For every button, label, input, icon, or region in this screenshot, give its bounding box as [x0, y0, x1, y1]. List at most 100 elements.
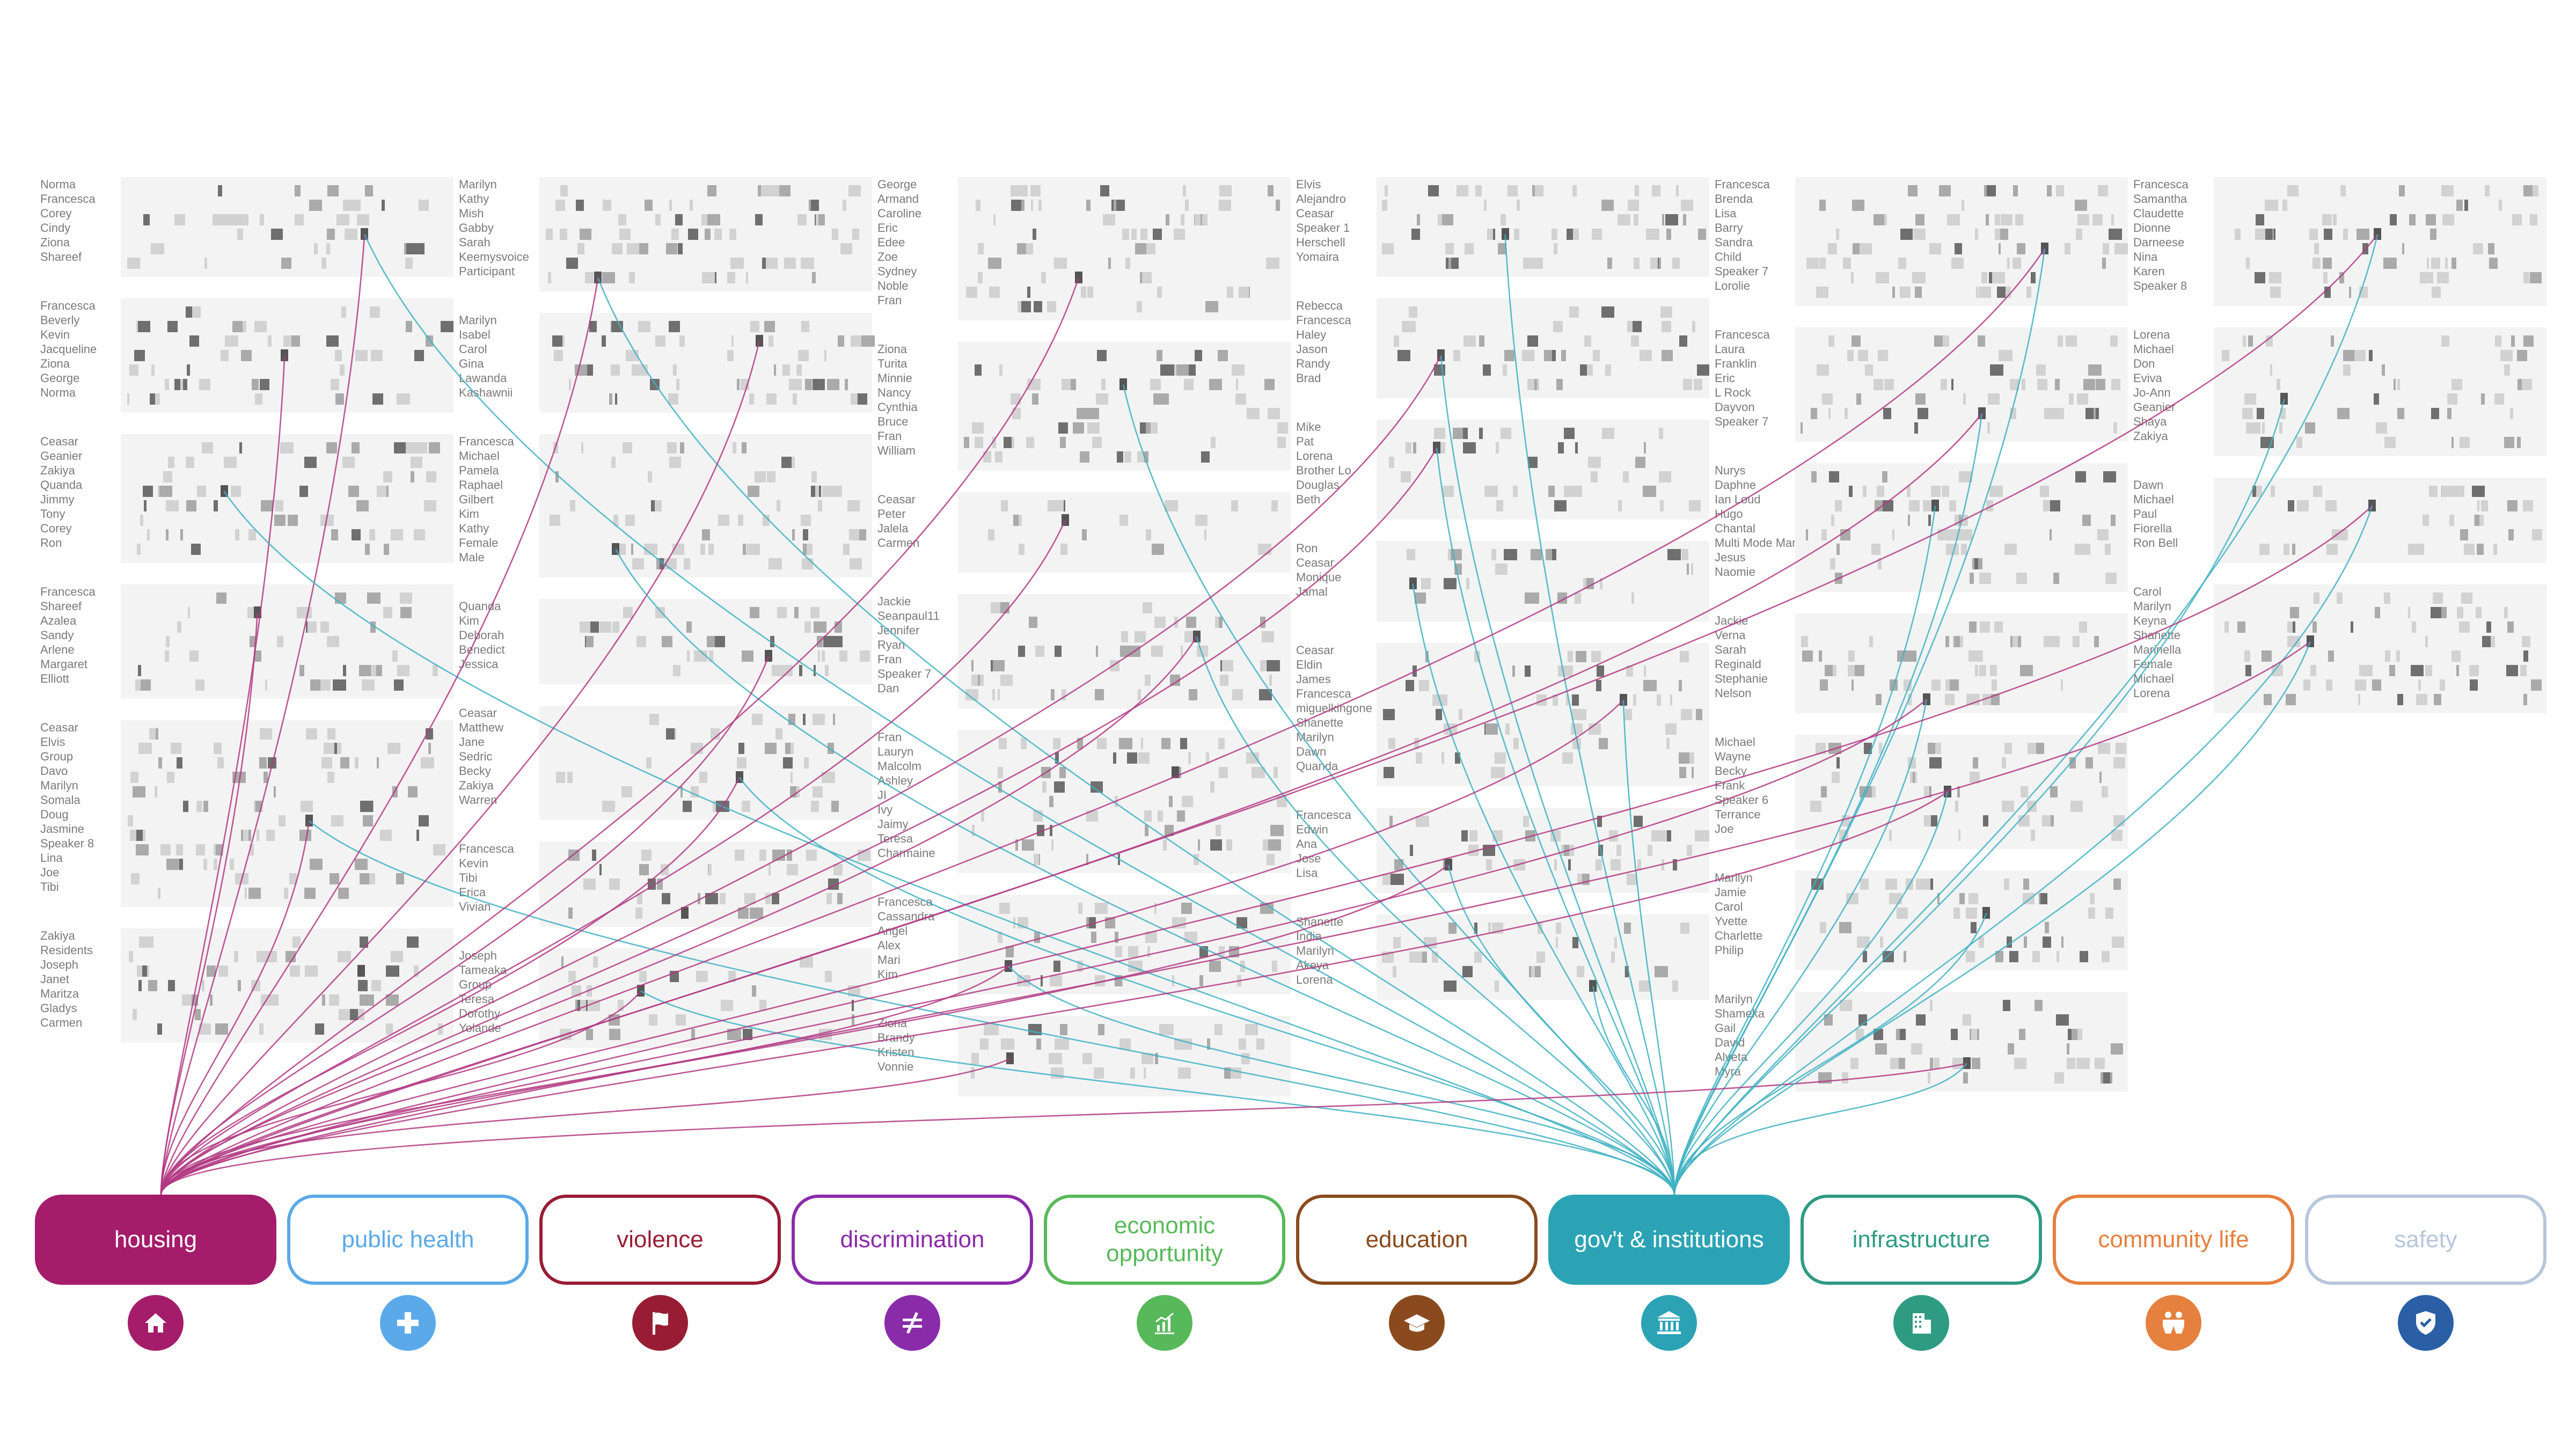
home-icon[interactable]: [128, 1295, 184, 1351]
highlighted-snippet[interactable]: [1409, 577, 1417, 589]
speaker-timeline[interactable]: [539, 313, 875, 413]
conversation-card[interactable]: Francesca Beverly Kevin Jacqueline Ziona Geor…: [40, 298, 459, 413]
highlighted-snippet[interactable]: [1501, 228, 1509, 240]
highlighted-snippet[interactable]: [220, 485, 228, 497]
conversation-card[interactable]: Ceasar Geanier Zakiya Quanda Jimmy Tony Corey R…: [40, 434, 459, 563]
conversation-card[interactable]: Nurys Daphne Ian Loud Hugo Chantal Multi Mode…: [1715, 463, 2133, 592]
speaker-timeline[interactable]: [958, 895, 1291, 994]
highlighted-snippet[interactable]: [681, 907, 689, 919]
speaker-timeline[interactable]: [958, 594, 1291, 708]
topic-button-safety[interactable]: safety: [2305, 1195, 2546, 1285]
speaker-timeline[interactable]: [1795, 613, 2128, 713]
conversation-card[interactable]: Francesca Kevin Tibi Erica Vivian: [459, 841, 877, 927]
speaker-timeline[interactable]: [121, 928, 453, 1043]
speaker-timeline[interactable]: [2214, 584, 2546, 713]
conversation-card[interactable]: Ziona Turita Minnie Nancy Cynthia Bruce Fran Wi…: [877, 342, 1296, 471]
speaker-timeline[interactable]: [1377, 541, 1709, 621]
speaker-timeline[interactable]: [121, 298, 453, 413]
conversation-card[interactable]: Lorena Michael Don Eviva Jo-Ann Geanier Shaya Z…: [2133, 327, 2552, 456]
conversation-card[interactable]: Fran Lauryn Malcolm Ashley JI Ivy Jaimy Teresa C…: [877, 730, 1296, 873]
highlighted-snippet[interactable]: [1172, 766, 1180, 778]
highlighted-snippet[interactable]: [1433, 442, 1441, 453]
speaker-timeline[interactable]: [1377, 177, 1709, 277]
highlighted-snippet[interactable]: [1119, 378, 1127, 390]
highlighted-snippet[interactable]: [1061, 514, 1069, 526]
speaker-timeline[interactable]: [539, 434, 872, 577]
conversation-card[interactable]: Jackie Seanpaul11 Jennifer Ryan Fran Speaker …: [877, 594, 1296, 708]
highlighted-snippet[interactable]: [1437, 349, 1445, 361]
highlighted-snippet[interactable]: [2040, 243, 2048, 254]
topic-button-education[interactable]: education: [1296, 1195, 1538, 1285]
conversation-card[interactable]: Francesca Michael Pamela Raphael Gilbert Kim K…: [459, 434, 877, 577]
people-icon[interactable]: [2146, 1295, 2201, 1351]
highlighted-snippet[interactable]: [1978, 407, 1986, 419]
topic-button-public-health[interactable]: public health: [287, 1195, 529, 1285]
conversation-card[interactable]: Elvis Alejandro Ceasar Speaker 1 Herschell Yo…: [1296, 177, 1715, 277]
highlighted-snippet[interactable]: [765, 650, 773, 662]
speaker-timeline[interactable]: [2214, 177, 2546, 306]
speaker-timeline[interactable]: [121, 434, 453, 563]
topic-button-violence[interactable]: violence: [539, 1195, 781, 1285]
highlighted-snippet[interactable]: [1619, 694, 1627, 706]
highlighted-snippet[interactable]: [1943, 786, 1951, 797]
conversation-card[interactable]: Ceasar Peter Jalela Carmen: [877, 492, 1296, 573]
conversation-card[interactable]: Jackie Verna Sarah Reginald Stephanie Nelson: [1715, 613, 2133, 713]
topic-button-economic-opportunity[interactable]: economic opportunity: [1044, 1195, 1285, 1285]
speaker-timeline[interactable]: [958, 177, 1291, 320]
conversation-card[interactable]: Marilyn Jamie Carol Yvette Charlette Philip: [1715, 870, 2133, 970]
speaker-timeline[interactable]: [121, 584, 453, 699]
speaker-timeline[interactable]: [958, 342, 1291, 471]
highlighted-snippet[interactable]: [281, 349, 289, 361]
building-icon[interactable]: [1893, 1295, 1949, 1351]
speaker-timeline[interactable]: [1795, 463, 2128, 592]
topic-button-infrastructure[interactable]: infrastructure: [1801, 1195, 2042, 1285]
highlighted-snippet[interactable]: [1963, 1057, 1971, 1069]
highlighted-snippet[interactable]: [1074, 272, 1082, 283]
speaker-timeline[interactable]: [539, 599, 872, 684]
speaker-timeline[interactable]: [539, 948, 872, 1048]
highlighted-snippet[interactable]: [2368, 500, 2376, 511]
speaker-timeline[interactable]: [1795, 870, 2128, 970]
conversation-card[interactable]: Carol Marilyn Keyna Shanette Marinella Female…: [2133, 584, 2552, 713]
conversation-card[interactable]: Shanette India Marilyn Akeya Lorena: [1296, 914, 1715, 1000]
highlighted-snippet[interactable]: [594, 272, 602, 283]
not-equal-icon[interactable]: [884, 1295, 940, 1351]
flag-icon[interactable]: [632, 1295, 688, 1351]
speaker-timeline[interactable]: [121, 720, 453, 907]
institution-icon[interactable]: [1641, 1295, 1697, 1351]
conversation-card[interactable]: Francesca Cassandra Angel Alex Mari Kim: [877, 895, 1296, 994]
conversation-card[interactable]: Rebecca Francesca Haley Jason Randy Brad: [1296, 298, 1715, 398]
speaker-timeline[interactable]: [1377, 643, 1709, 786]
conversation-card[interactable]: Ceasar Eldin James Francesca miguelkingone Sh…: [1296, 643, 1715, 786]
highlighted-snippet[interactable]: [1006, 1052, 1014, 1064]
conversation-card[interactable]: Zakiya Residents Joseph Janet Maritza Gladys C…: [40, 928, 459, 1043]
highlighted-snippet[interactable]: [1931, 500, 1940, 511]
conversation-card[interactable]: Joseph Tameaka Group Teresa Dorothy Yolande: [459, 948, 877, 1048]
speaker-timeline[interactable]: [1377, 298, 1710, 398]
highlighted-snippet[interactable]: [361, 228, 369, 240]
conversation-card[interactable]: Ceasar Matthew Jane Sedric Becky Zakiya Warren: [459, 706, 877, 820]
speaker-timeline[interactable]: [2214, 327, 2546, 456]
conversation-card[interactable]: Ron Ceasar Monique Jamal: [1296, 541, 1715, 621]
conversation-card[interactable]: Quanda Kim Deborah Benedict Jessica: [459, 599, 877, 684]
conversation-card[interactable]: Francesca Shareef Azalea Sandy Arlene Margare…: [40, 584, 459, 699]
conversation-card[interactable]: Marilyn Isabel Carol Gina Lawanda Kashawnii: [459, 313, 877, 413]
topic-button-discrimination[interactable]: discrimination: [792, 1195, 1033, 1285]
conversation-card[interactable]: Francesca Edwin Ana Jose Lisa: [1296, 808, 1715, 893]
conversation-card[interactable]: Ziona Brandy Kristen Vonnie: [877, 1016, 1296, 1096]
conversation-card[interactable]: Marilyn Kathy Mish Gabby Sarah Keemysvoice Par…: [459, 177, 877, 291]
highlighted-snippet[interactable]: [1005, 960, 1013, 972]
highlighted-snippet[interactable]: [1192, 631, 1201, 642]
highlighted-snippet[interactable]: [357, 965, 365, 977]
health-cross-icon[interactable]: [380, 1295, 436, 1351]
conversation-card[interactable]: Marilyn Shameka Gail David Alveta Myra: [1715, 992, 2133, 1092]
speaker-timeline[interactable]: [1795, 327, 2128, 442]
speaker-timeline[interactable]: [539, 841, 872, 927]
speaker-timeline[interactable]: [121, 177, 453, 277]
highlighted-snippet[interactable]: [2306, 635, 2314, 647]
topic-button-community-life[interactable]: community life: [2053, 1195, 2294, 1285]
conversation-card[interactable]: George Armand Caroline Eric Edee Zoe Sydney Nob…: [877, 177, 1296, 320]
conversation-card[interactable]: Francesca Laura Franklin Eric L Rock Dayvon Sp…: [1715, 327, 2133, 442]
speaker-timeline[interactable]: [1795, 992, 2128, 1092]
highlighted-snippet[interactable]: [1444, 859, 1452, 870]
